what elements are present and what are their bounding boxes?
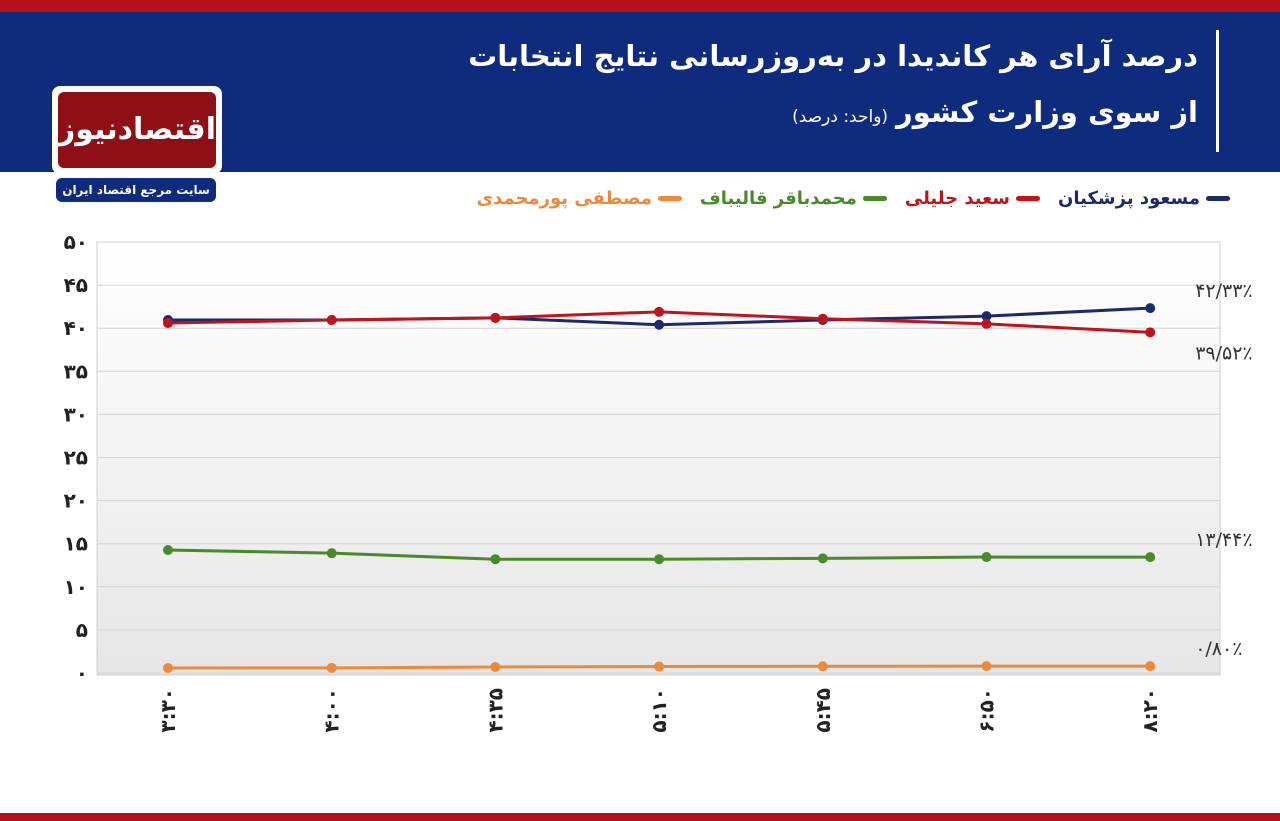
top-stripe <box>0 0 1280 12</box>
data-point <box>1145 661 1156 672</box>
data-point <box>490 661 501 672</box>
y-tick-label: ۴۵ <box>64 273 88 297</box>
logo-name: اقتصادنیوز <box>58 92 216 168</box>
legend-swatch <box>657 196 682 201</box>
value-label: ۰/۸۰٪ <box>1195 638 1242 660</box>
data-point <box>981 552 992 563</box>
data-point <box>981 661 992 672</box>
y-tick-label: ۳۰ <box>64 402 88 426</box>
data-point <box>654 319 665 330</box>
y-tick-label: ۲۰ <box>64 489 88 513</box>
y-tick-label: ۱۰ <box>64 575 88 599</box>
data-point <box>981 318 992 329</box>
x-tick-label: ۵:۴۵ <box>811 688 835 733</box>
data-point <box>817 313 828 324</box>
legend-item: مصطفی پورمحمدی <box>477 188 682 209</box>
legend-label: مصطفی پورمحمدی <box>476 188 652 209</box>
x-tick-label: ۵:۱۰ <box>647 688 671 733</box>
data-point <box>163 318 173 329</box>
data-point <box>981 311 992 322</box>
y-tick-label: ۵ <box>76 618 88 642</box>
value-label: ۱۳/۴۴٪ <box>1195 529 1252 551</box>
data-point <box>817 553 828 564</box>
x-tick-label: ۶:۵۰ <box>975 688 999 733</box>
legend-label: محمدباقر قالیباف <box>699 188 857 209</box>
data-point <box>1145 552 1156 563</box>
data-point <box>326 315 337 326</box>
title-block: درصد آرای هر کاندیدا در به‌روزرسانی نتای… <box>298 28 1198 140</box>
legend-item: سعید جلیلی <box>905 188 1040 209</box>
data-point <box>490 312 501 323</box>
data-point <box>654 661 665 672</box>
divider <box>1216 30 1219 152</box>
value-label: ۳۹/۵۲٪ <box>1195 342 1252 364</box>
x-tick-label: ۳:۳۰ <box>156 688 180 733</box>
x-tick-label: ۴:۳۵ <box>483 688 507 733</box>
data-point <box>326 662 337 673</box>
value-label: ۴۲/۳۳٪ <box>1195 280 1252 302</box>
y-tick-label: ۲۵ <box>64 446 88 470</box>
legend-swatch <box>1015 196 1040 201</box>
data-point <box>1145 303 1156 314</box>
data-point <box>163 663 173 674</box>
bottom-stripe <box>0 813 1280 821</box>
data-point <box>654 306 665 317</box>
legend-item: مسعود پزشکیان <box>1058 188 1230 209</box>
y-tick-label: ۱۵ <box>64 532 88 556</box>
chart-title: درصد آرای هر کاندیدا در به‌روزرسانی نتای… <box>468 39 1198 129</box>
y-tick-label: ۴۰ <box>64 316 88 340</box>
x-tick-label: ۸:۲۰ <box>1138 688 1162 733</box>
data-point <box>326 548 337 559</box>
logo: اقتصادنیوز <box>52 86 222 174</box>
data-point <box>163 544 173 555</box>
data-point <box>490 554 501 565</box>
x-tick-label: ۴:۰۰ <box>320 688 344 733</box>
y-tick-label: ۳۵ <box>64 359 88 383</box>
data-point <box>817 661 828 672</box>
legend: مسعود پزشکیان سعید جلیلی محمدباقر قالیباف م… <box>477 188 1230 209</box>
legend-swatch <box>1206 196 1230 201</box>
legend-swatch <box>862 196 887 201</box>
y-tick-label: ۵۰ <box>64 230 88 254</box>
y-tick-label: ۰ <box>76 661 88 685</box>
logo-tagline: سایت مرجع اقتصاد ایران <box>56 178 216 202</box>
chart-subtitle: (واحد: درصد) <box>792 107 889 127</box>
data-point <box>654 554 665 565</box>
legend-item: محمدباقر قالیباف <box>700 188 887 209</box>
legend-label: مسعود پزشکیان <box>1057 188 1200 209</box>
legend-label: سعید جلیلی <box>904 188 1010 209</box>
data-point <box>1145 327 1156 338</box>
